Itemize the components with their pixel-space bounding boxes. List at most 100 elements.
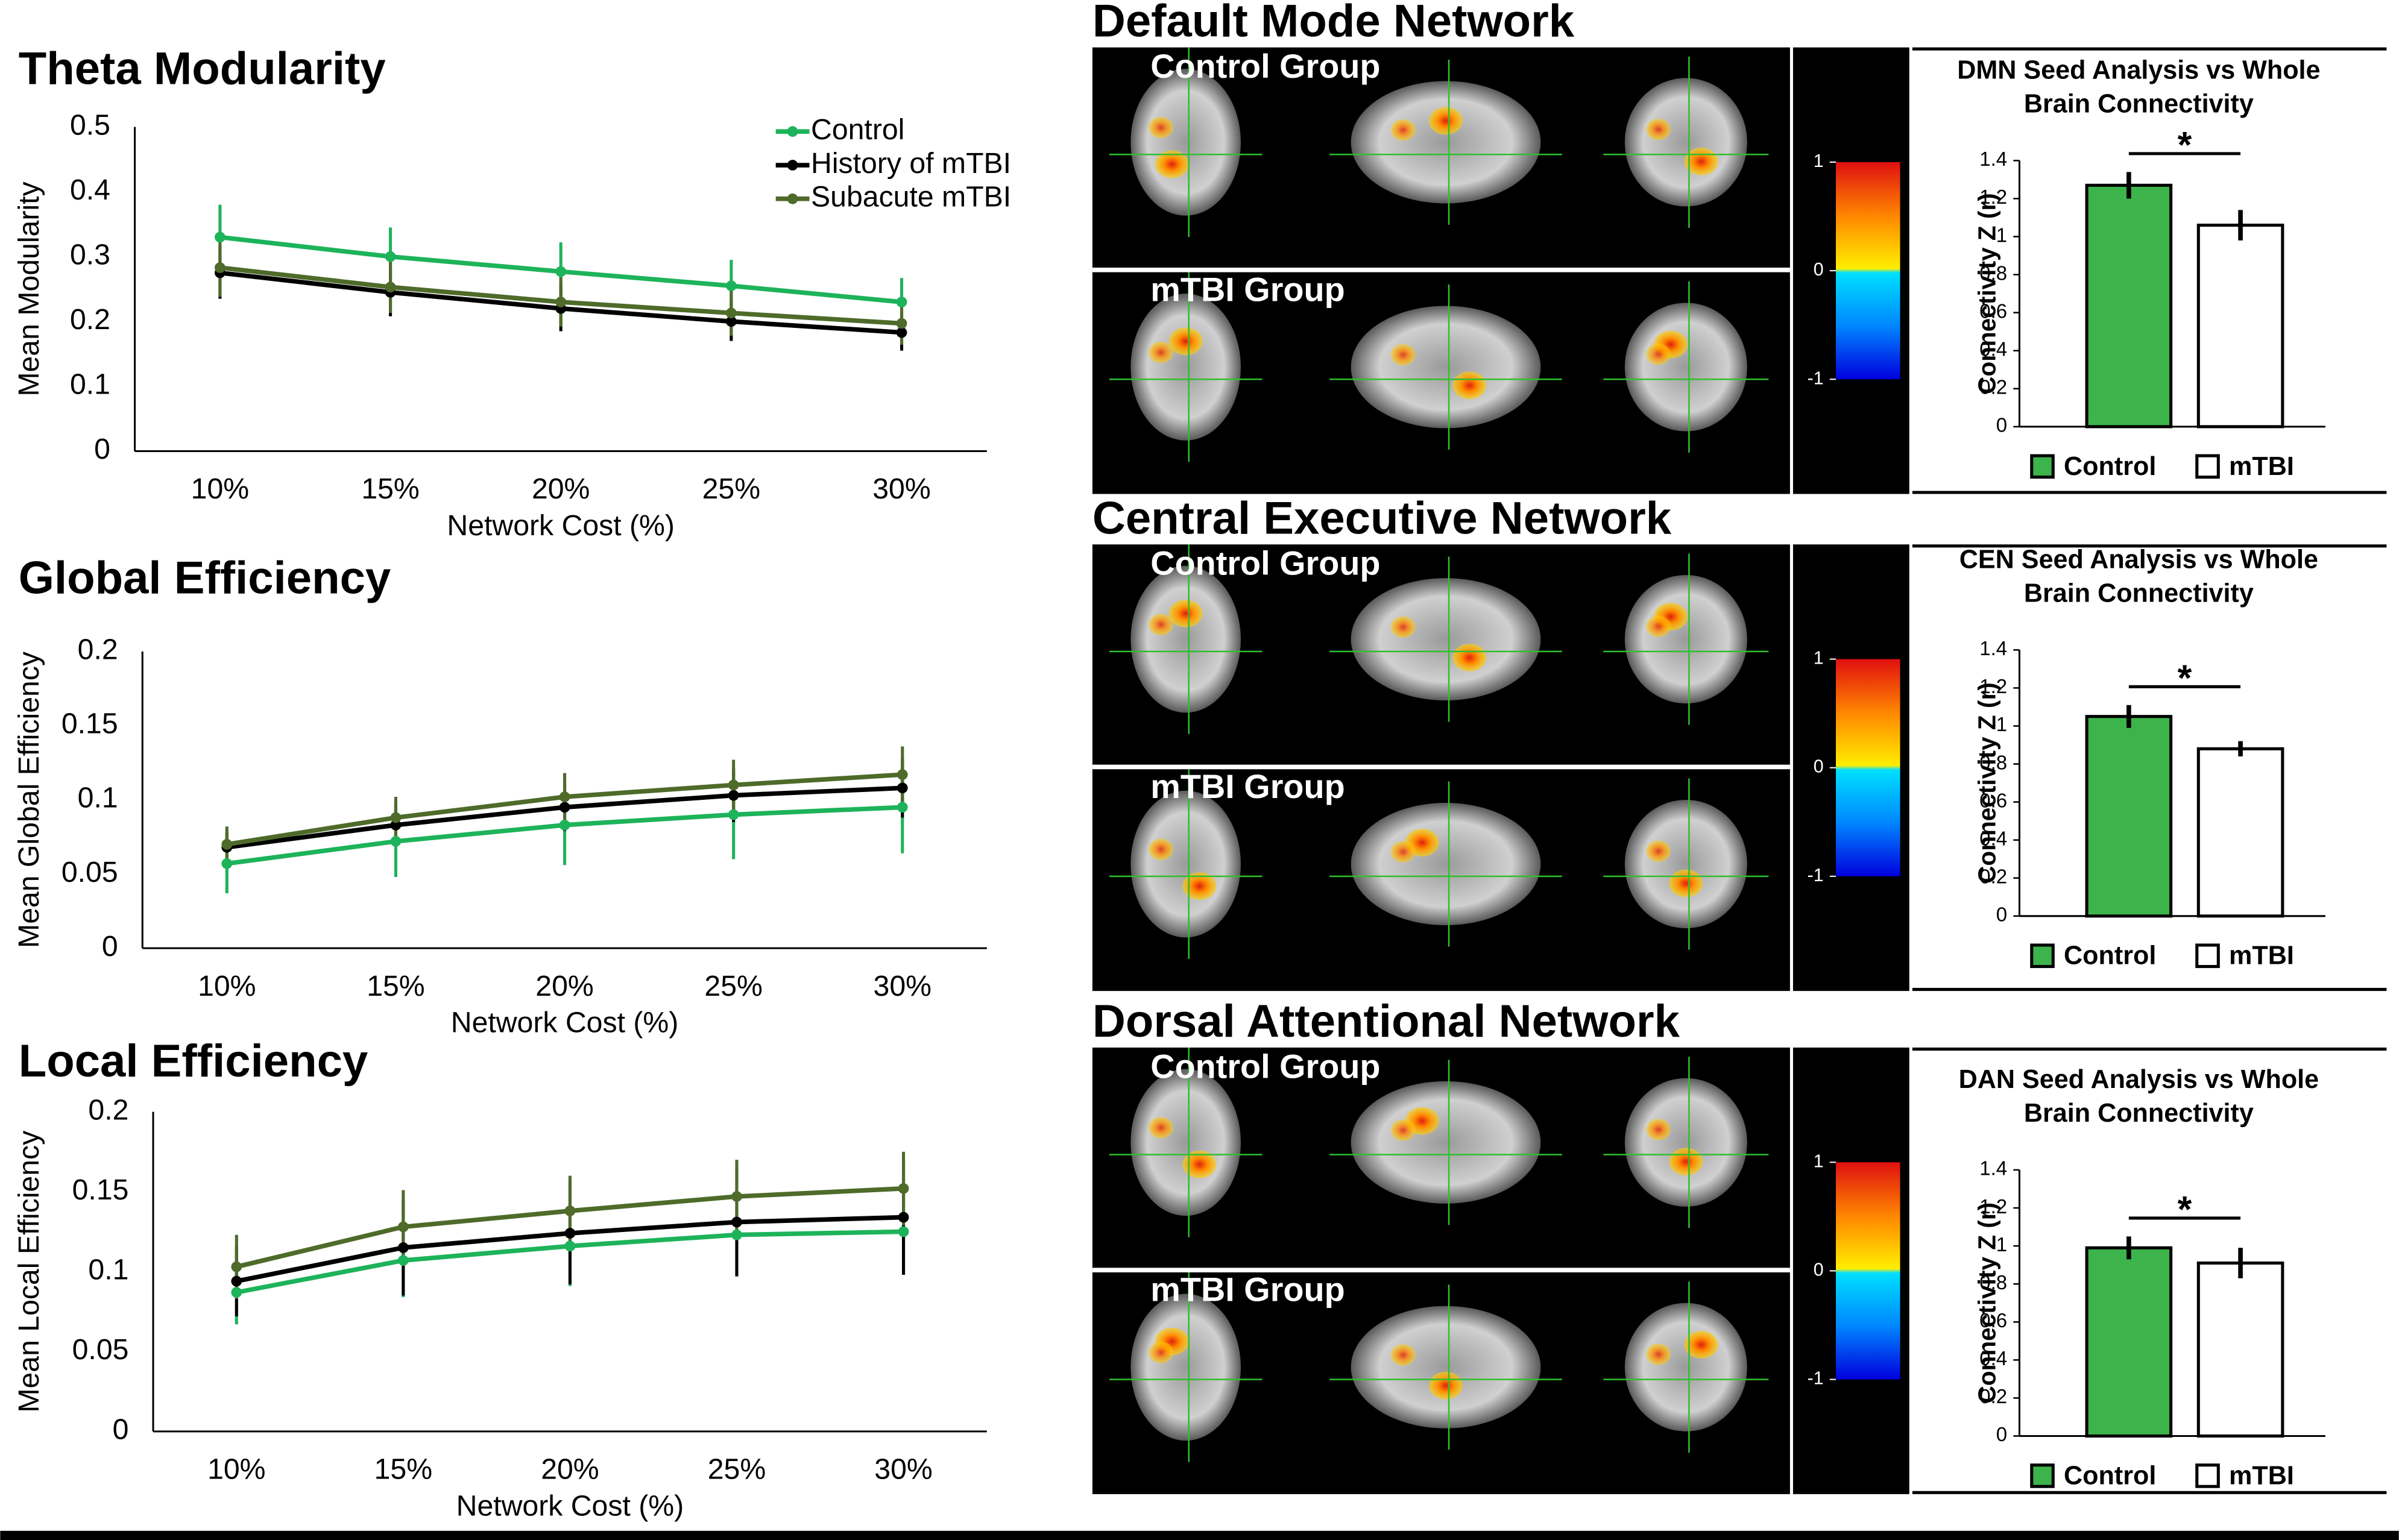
colorbar [1836,1162,1900,1379]
y-tick-label: 0 [1996,414,2007,436]
x-tick-label: 15% [367,970,424,1002]
activation-blob [1391,119,1416,141]
x-tick-label: 15% [361,473,419,505]
data-point [560,820,570,831]
group-label: mTBI Group [1150,767,1345,805]
x-tick-label: 20% [532,473,590,505]
y-tick-label: 0.2 [88,1093,128,1126]
y-tick-label: 0.15 [61,708,118,740]
y-tick-label: 0.05 [61,856,118,888]
x-tick-label: 20% [541,1453,599,1486]
y-axis-label: Connectivity Z (r) [1973,193,2000,394]
y-axis-label: Mean Modularity [13,181,45,396]
legend-label: mTBI [2229,452,2294,481]
data-point [728,779,739,790]
activation-blob [1391,617,1416,638]
network-title: Default Mode Network [1092,0,1575,47]
activation-blob [1149,117,1173,139]
data-point [728,809,739,820]
y-tick-label: 0.15 [72,1174,129,1206]
y-tick-label: 0 [113,1413,129,1446]
data-point [897,318,907,329]
legend-swatch [2197,456,2219,477]
legend-label: History of mTBI [811,147,1011,180]
activation-blob [1169,600,1203,627]
y-tick-label: 0.1 [78,782,118,814]
activation-blob [1646,1119,1671,1140]
brain-image [1625,303,1747,431]
group-label: mTBI Group [1150,1271,1345,1309]
data-point [565,1240,576,1251]
activation-blob [1452,372,1486,400]
activation-blob [1391,1344,1416,1366]
x-tick-label: 15% [374,1453,432,1486]
legend-label: Control [811,113,904,146]
colorbar-tick-label: 1 [1814,151,1824,171]
data-point [215,262,225,273]
y-tick-label: 0 [94,433,110,465]
bottom-border [0,1531,2398,1540]
significance-marker: * [2178,1189,2192,1230]
data-point [385,281,396,292]
y-tick-label: 0.1 [88,1253,128,1286]
bar [2087,1248,2171,1436]
y-tick-label: 1.4 [1979,148,2007,170]
group-label: Control Group [1150,544,1380,582]
data-point [560,791,570,802]
y-tick-label: 0.5 [70,108,110,141]
y-axis-label: Mean Global Efficiency [13,652,45,948]
activation-blob [1669,870,1703,897]
data-point [385,251,396,262]
brain-image [1625,575,1747,703]
x-axis-label: Network Cost (%) [447,509,675,542]
activation-blob [1149,1117,1173,1139]
colorbar-tick-label: -1 [1808,368,1824,388]
data-point [731,1230,742,1240]
y-axis-label: Connectivity Z (r) [1973,1202,2000,1404]
brain-image [1625,800,1747,928]
brain-image [1351,803,1541,925]
legend-label: Control [2064,1461,2156,1490]
data-point [391,812,402,823]
x-axis-label: Network Cost (%) [451,1007,679,1039]
data-point [898,1183,909,1194]
x-tick-label: 30% [874,1453,932,1486]
figure: Default Mode NetworkControl GroupmTBI Gr… [0,0,2399,1540]
data-point [560,802,570,812]
data-point [221,839,232,850]
data-point [897,782,908,793]
brain-image [1625,1078,1747,1207]
activation-blob [1669,1148,1703,1175]
legend-label: Control [2064,941,2156,970]
x-tick-label: 10% [191,473,249,505]
network-title: Central Executive Network [1092,492,1672,544]
y-tick-label: 0.3 [70,238,110,271]
legend-swatch [787,160,798,171]
chart-title: Brain Connectivity [2024,89,2254,118]
chart-title: CEN Seed Analysis vs Whole [1959,545,2318,574]
activation-blob [1391,344,1416,366]
colorbar-tick-label: 0 [1814,1259,1824,1280]
activation-blob [1169,327,1203,355]
activation-blob [1149,1342,1173,1363]
legend-swatch [2197,1465,2219,1487]
group-label: mTBI Group [1150,270,1345,308]
chart-title: Local Efficiency [19,1036,368,1087]
group-label: Control Group [1150,47,1380,85]
data-point [897,802,908,812]
colorbar-tick-label: 1 [1814,1151,1824,1171]
data-point [897,297,907,307]
colorbar-tick-label: 0 [1814,259,1824,280]
chart-title: Theta Modularity [19,43,386,94]
data-point [898,1212,909,1223]
colorbar [1836,162,1900,379]
bar [2198,749,2283,916]
x-tick-label: 25% [708,1453,766,1486]
brain-image [1130,1294,1241,1441]
significance-marker: * [2178,124,2192,165]
data-point [565,1205,576,1216]
y-tick-label: 1.4 [1979,637,2007,659]
x-tick-label: 20% [535,970,593,1002]
activation-blob [1429,107,1463,135]
data-point [726,280,737,291]
